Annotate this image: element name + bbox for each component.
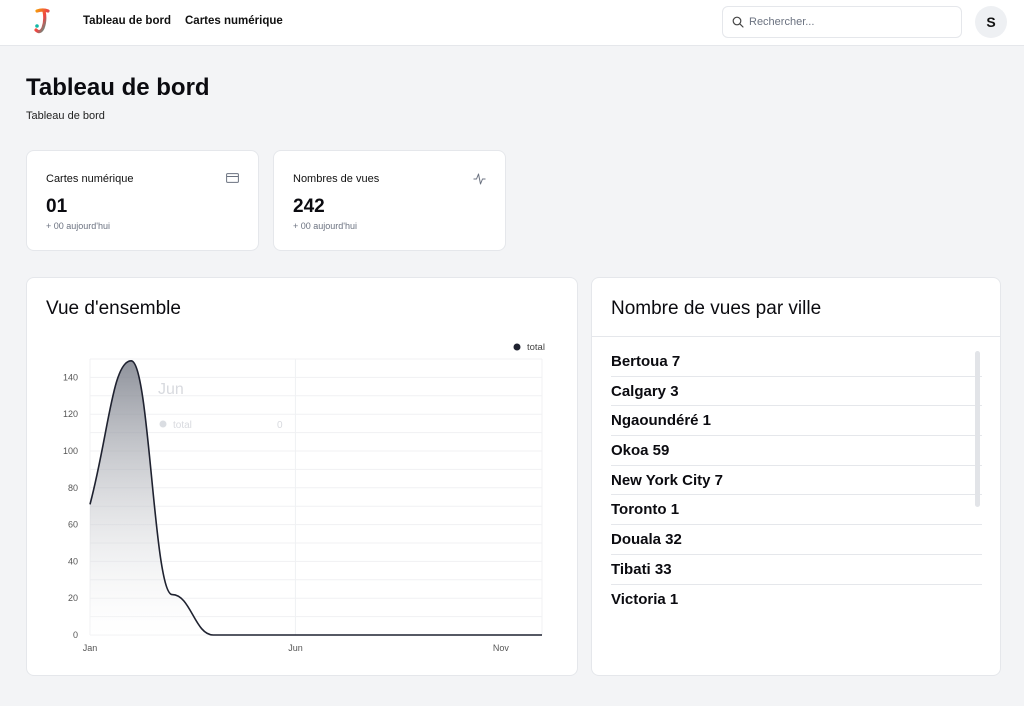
- y-tick-label: 140: [63, 372, 78, 382]
- y-tick-label: 40: [68, 556, 78, 566]
- scrollbar[interactable]: [975, 351, 980, 507]
- x-tick-label: Nov: [493, 643, 510, 653]
- overview-card: Vue d'ensemble 0 20 40 60 80 100 120 140 Jan Jun N…: [26, 277, 578, 676]
- y-tick-label: 0: [73, 630, 78, 640]
- stat-label: Nombres de vues: [293, 173, 380, 185]
- stat-value: 01: [46, 196, 68, 217]
- x-tick-label: Jun: [288, 643, 303, 653]
- tooltip-value: 0: [277, 420, 283, 431]
- list-item: Douala 32: [611, 525, 982, 555]
- list-item: Toronto 1: [611, 495, 982, 526]
- page-title: Tableau de bord: [26, 74, 210, 101]
- series-area: [90, 360, 542, 635]
- list-item: Bertoua 7: [611, 347, 982, 377]
- breadcrumb: Tableau de bord: [26, 110, 105, 122]
- stat-value: 242: [293, 196, 325, 217]
- stat-label: Cartes numérique: [46, 173, 134, 185]
- city-views-title: Nombre de vues par ville: [611, 298, 822, 319]
- overview-title: Vue d'ensemble: [46, 298, 181, 319]
- activity-icon: [473, 173, 486, 185]
- list-item: New York City 7: [611, 466, 982, 496]
- search-box[interactable]: [722, 6, 962, 38]
- top-navigation-bar: Tableau de bord Cartes numérique S: [0, 0, 1024, 46]
- legend-marker: [513, 343, 521, 351]
- y-tick-label: 60: [68, 520, 78, 530]
- list-item: Tibati 33: [611, 555, 982, 585]
- nav-link-dashboard[interactable]: Tableau de bord: [83, 15, 171, 27]
- city-list[interactable]: Bertoua 7 Calgary 3 Ngaoundéré 1 Okoa 59 New…: [611, 347, 982, 614]
- overview-area-chart[interactable]: 0 20 40 60 80 100 120 140 Jan Jun Nov total Jun total…: [27, 278, 577, 675]
- y-tick-label: 80: [68, 483, 78, 493]
- search-icon: [732, 16, 744, 28]
- logo-icon[interactable]: [33, 8, 51, 36]
- stat-subtext: + 00 aujourd'hui: [293, 221, 358, 231]
- tooltip-title: Jun: [158, 381, 184, 398]
- list-item: Victoria 1: [611, 590, 679, 608]
- city-views-card: Nombre de vues par ville Bertoua 7 Calgar…: [591, 277, 1001, 676]
- list-item: Calgary 3: [611, 377, 982, 407]
- stat-card-digital-cards: Cartes numérique 01 + 00 aujourd'hui: [26, 150, 259, 251]
- series-line[interactable]: [89, 360, 542, 636]
- y-tick-label: 20: [68, 593, 78, 603]
- list-item: Okoa 59: [611, 436, 982, 466]
- nav-link-cards[interactable]: Cartes numérique: [185, 15, 283, 27]
- legend-label[interactable]: total: [527, 342, 545, 353]
- credit-card-icon: [226, 173, 239, 183]
- tooltip-label: total: [173, 420, 192, 431]
- list-item: Ngaoundéré 1: [611, 406, 982, 437]
- y-tick-label: 100: [63, 446, 78, 456]
- stat-subtext: + 00 aujourd'hui: [46, 221, 111, 231]
- tooltip-marker: [159, 420, 167, 428]
- x-tick-label: Jan: [83, 643, 98, 653]
- user-avatar[interactable]: S: [975, 6, 1007, 38]
- stat-card-views: Nombres de vues 242 + 00 aujourd'hui: [273, 150, 506, 251]
- search-input[interactable]: [749, 12, 954, 32]
- y-tick-label: 120: [63, 409, 78, 419]
- divider: [592, 336, 1000, 337]
